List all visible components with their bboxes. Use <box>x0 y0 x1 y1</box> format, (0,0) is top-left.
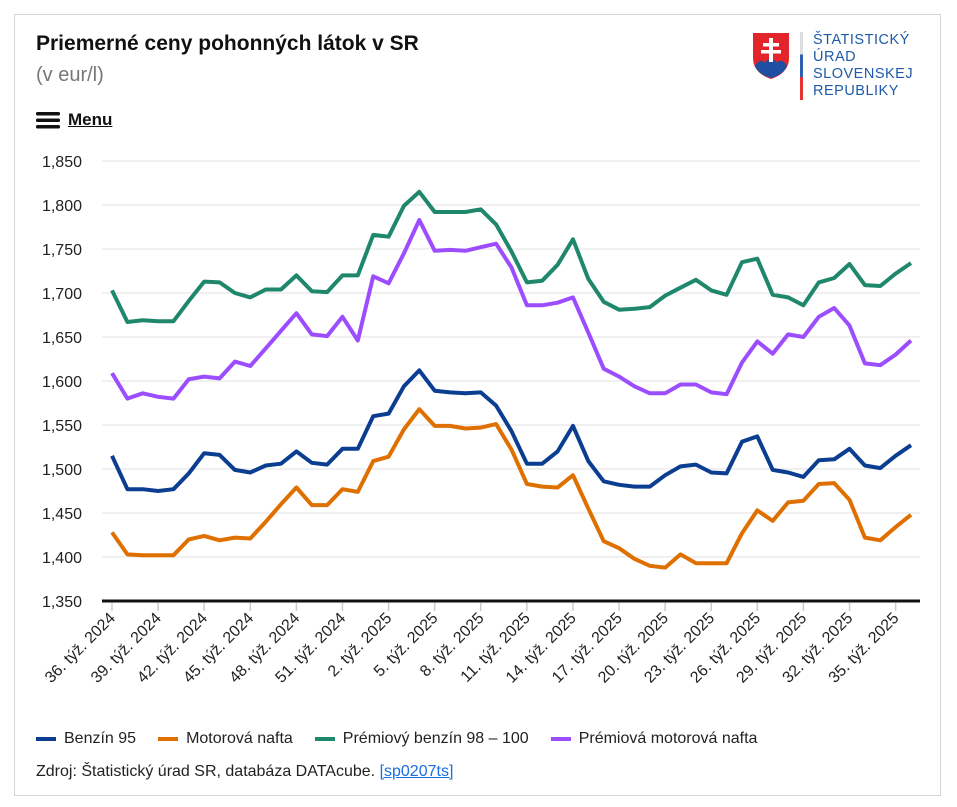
source-link[interactable]: [sp0207ts] <box>379 763 454 780</box>
hamburger-icon <box>36 112 60 129</box>
chart-container <box>14 14 941 796</box>
legend-swatch <box>550 737 571 741</box>
chart-subtitle: (v eur/l) <box>36 64 104 86</box>
legend-label: Motorová nafta <box>186 730 293 747</box>
line-chart: 1,350 1,400 1,450 1,500 1,550 1,600 1,650 1,700… <box>42 154 920 687</box>
series-line-1 <box>110 407 913 570</box>
legend-item-motorova-nafta[interactable]: Motorová nafta <box>158 730 293 748</box>
slovak-coat-of-arms-icon <box>753 33 789 79</box>
y-tick-label: 1,400 <box>42 550 82 567</box>
logo-line: SLOVENSKEJ <box>813 66 914 82</box>
legend-swatch <box>36 737 56 741</box>
legend-swatch <box>314 737 335 741</box>
logo-line: ŠTATISTICKÝ <box>813 32 910 48</box>
y-tick-label: 1,550 <box>42 418 82 435</box>
y-tick-label: 1,700 <box>42 286 82 303</box>
source-text: Zdroj: Štatistický úrad SR, databáza DAT… <box>36 763 376 780</box>
y-tick-label: 1,650 <box>42 330 82 347</box>
series-line-3 <box>110 218 913 401</box>
y-tick-label: 1,800 <box>42 198 82 215</box>
source-note: Zdroj: Štatistický úrad SR, databáza DAT… <box>36 763 453 781</box>
series-line-0 <box>110 368 913 493</box>
logo-line: ÚRAD <box>813 49 857 65</box>
legend-label: Prémiová motorová nafta <box>578 730 758 747</box>
menu-label: Menu <box>68 110 113 129</box>
y-tick-label: 1,750 <box>42 242 82 259</box>
menu-button[interactable]: Menu <box>36 110 112 130</box>
legend: Benzín 95 Motorová nafta Prémiový benzín… <box>36 730 757 748</box>
legend-label: Benzín 95 <box>64 730 137 747</box>
y-tick-label: 1,500 <box>42 462 82 479</box>
logo-divider <box>800 32 803 100</box>
y-tick-label: 1,350 <box>42 594 82 611</box>
legend-item-benzin-95[interactable]: Benzín 95 <box>36 730 136 748</box>
y-tick-label: 1,450 <box>42 506 82 523</box>
legend-label: Prémiový benzín 98 – 100 <box>342 730 529 747</box>
y-tick-label: 1,850 <box>42 154 82 171</box>
logo-line: REPUBLIKY <box>813 83 899 99</box>
legend-item-premiovy-benzin[interactable]: Prémiový benzín 98 – 100 <box>314 730 529 748</box>
y-tick-label: 1,600 <box>42 374 82 391</box>
series-line-2 <box>110 189 913 324</box>
susr-logo[interactable]: ŠTATISTICKÝ ÚRAD SLOVENSKEJ REPUBLIKY <box>752 32 913 100</box>
chart-title: Priemerné ceny pohonných látok v SR <box>36 32 419 55</box>
legend-item-premiova-nafta[interactable]: Prémiová motorová nafta <box>550 730 758 748</box>
logo-text: ŠTATISTICKÝ ÚRAD SLOVENSKEJ REPUBLIKY <box>813 32 913 100</box>
legend-swatch <box>158 737 179 741</box>
